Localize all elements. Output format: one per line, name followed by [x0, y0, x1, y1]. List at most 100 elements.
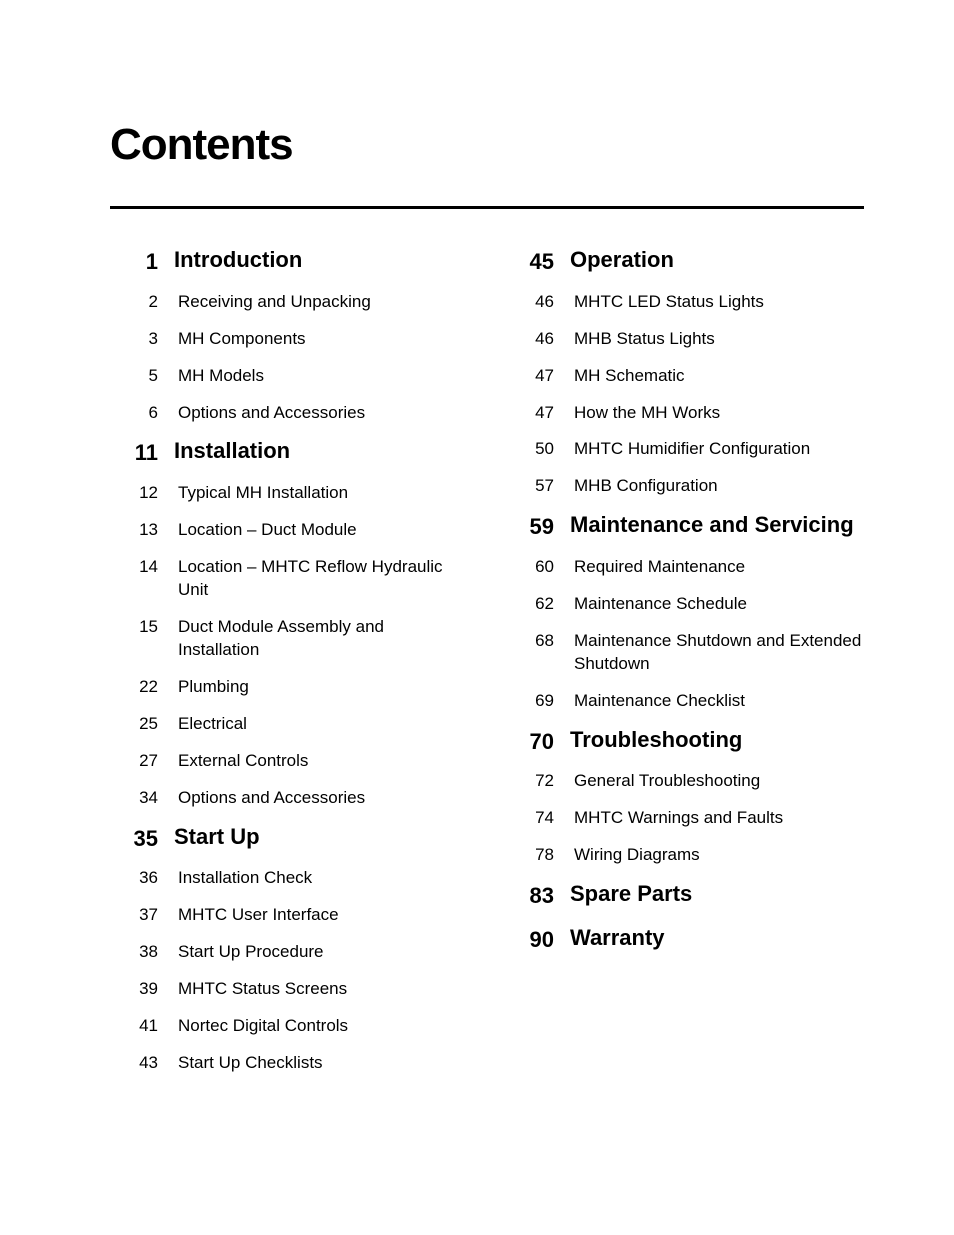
- toc-section[interactable]: 35Start Up: [110, 824, 468, 854]
- toc-subentry[interactable]: 41Nortec Digital Controls: [110, 1015, 468, 1038]
- toc-section[interactable]: 45Operation: [506, 247, 864, 277]
- toc-entry-label: Options and Accessories: [174, 402, 468, 425]
- toc-section[interactable]: 70Troubleshooting: [506, 727, 864, 757]
- toc-subentry[interactable]: 36Installation Check: [110, 867, 468, 890]
- toc-entry-label: Maintenance Schedule: [570, 593, 864, 616]
- toc-subentry[interactable]: 60Required Maintenance: [506, 556, 864, 579]
- toc-entry-label: MHTC Warnings and Faults: [570, 807, 864, 830]
- toc-subentry[interactable]: 50MHTC Humidifier Configuration: [506, 438, 864, 461]
- toc-entry-label: Receiving and Unpacking: [174, 291, 468, 314]
- toc-subentry[interactable]: 39MHTC Status Screens: [110, 978, 468, 1001]
- toc-page-number: 72: [506, 770, 570, 793]
- toc-entry-label: Maintenance Shutdown and Extended Shutdo…: [570, 630, 864, 676]
- toc-subentry[interactable]: 47MH Schematic: [506, 365, 864, 388]
- toc-subentry[interactable]: 78Wiring Diagrams: [506, 844, 864, 867]
- toc-entry-label: Installation Check: [174, 867, 468, 890]
- toc-subentry[interactable]: 12Typical MH Installation: [110, 482, 468, 505]
- toc-entry-label: Location – MHTC Reflow Hydraulic Unit: [174, 556, 468, 602]
- toc-subentry[interactable]: 5MH Models: [110, 365, 468, 388]
- toc-page-number: 39: [110, 978, 174, 1001]
- toc-entry-label: MHTC Humidifier Configuration: [570, 438, 864, 461]
- toc-section[interactable]: 59Maintenance and Servicing: [506, 512, 864, 542]
- page: Contents 1Introduction2Receiving and Unp…: [0, 0, 954, 1235]
- toc-subentry[interactable]: 69Maintenance Checklist: [506, 690, 864, 713]
- toc-page-number: 57: [506, 475, 570, 498]
- toc-entry-label: Duct Module Assembly and Installation: [174, 616, 468, 662]
- toc-subentry[interactable]: 46MHTC LED Status Lights: [506, 291, 864, 314]
- toc-page-number: 46: [506, 328, 570, 351]
- toc-page-number: 68: [506, 630, 570, 653]
- toc-subentry[interactable]: 72General Troubleshooting: [506, 770, 864, 793]
- toc-page-number: 43: [110, 1052, 174, 1075]
- toc-subentry[interactable]: 13Location – Duct Module: [110, 519, 468, 542]
- toc-entry-label: MH Components: [174, 328, 468, 351]
- toc-section[interactable]: 90Warranty: [506, 925, 864, 955]
- toc-entry-label: Typical MH Installation: [174, 482, 468, 505]
- toc-subentry[interactable]: 2Receiving and Unpacking: [110, 291, 468, 314]
- toc-entry-label: External Controls: [174, 750, 468, 773]
- toc-subentry[interactable]: 62Maintenance Schedule: [506, 593, 864, 616]
- toc-page-number: 38: [110, 941, 174, 964]
- toc-subentry[interactable]: 27External Controls: [110, 750, 468, 773]
- toc-entry-label: Maintenance Checklist: [570, 690, 864, 713]
- toc-page-number: 59: [506, 512, 570, 542]
- toc-subentry[interactable]: 3MH Components: [110, 328, 468, 351]
- toc-page-number: 3: [110, 328, 174, 351]
- toc-subentry[interactable]: 14Location – MHTC Reflow Hydraulic Unit: [110, 556, 468, 602]
- toc-entry-label: Wiring Diagrams: [570, 844, 864, 867]
- toc-page-number: 41: [110, 1015, 174, 1038]
- toc-entry-label: Plumbing: [174, 676, 468, 699]
- toc-entry-label: General Troubleshooting: [570, 770, 864, 793]
- toc-page-number: 1: [110, 247, 174, 277]
- toc-entry-label: MHB Configuration: [570, 475, 864, 498]
- toc-page-number: 60: [506, 556, 570, 579]
- toc-subentry[interactable]: 57MHB Configuration: [506, 475, 864, 498]
- toc-subentry[interactable]: 74MHTC Warnings and Faults: [506, 807, 864, 830]
- toc-subentry[interactable]: 25Electrical: [110, 713, 468, 736]
- toc-page-number: 12: [110, 482, 174, 505]
- toc-page-number: 70: [506, 727, 570, 757]
- toc-subentry[interactable]: 47How the MH Works: [506, 402, 864, 425]
- toc-section[interactable]: 1Introduction: [110, 247, 468, 277]
- toc-column-left: 1Introduction 2Receiving and Unpacking 3MH…: [110, 241, 468, 1089]
- toc-entry-label: MHB Status Lights: [570, 328, 864, 351]
- toc-subentry[interactable]: 6Options and Accessories: [110, 402, 468, 425]
- toc-page-number: 27: [110, 750, 174, 773]
- toc-page-number: 47: [506, 402, 570, 425]
- toc-entry-label: Start Up Checklists: [174, 1052, 468, 1075]
- toc-page-number: 90: [506, 925, 570, 955]
- toc-subentry[interactable]: 43Start Up Checklists: [110, 1052, 468, 1075]
- toc-entry-label: Start Up: [174, 824, 468, 850]
- toc-subentry[interactable]: 22Plumbing: [110, 676, 468, 699]
- toc-entry-label: MH Schematic: [570, 365, 864, 388]
- toc-subentry[interactable]: 46MHB Status Lights: [506, 328, 864, 351]
- toc-entry-label: Warranty: [570, 925, 864, 951]
- toc-page-number: 78: [506, 844, 570, 867]
- toc-subentry[interactable]: 38Start Up Procedure: [110, 941, 468, 964]
- toc-page-number: 22: [110, 676, 174, 699]
- toc-page-number: 36: [110, 867, 174, 890]
- toc-entry-label: Maintenance and Servicing: [570, 512, 864, 538]
- toc-subentry[interactable]: 68Maintenance Shutdown and Extended Shut…: [506, 630, 864, 676]
- toc-page-number: 62: [506, 593, 570, 616]
- toc-entry-label: Spare Parts: [570, 881, 864, 907]
- toc-page-number: 25: [110, 713, 174, 736]
- toc-page-number: 37: [110, 904, 174, 927]
- toc-page-number: 15: [110, 616, 174, 639]
- toc-subentry[interactable]: 34Options and Accessories: [110, 787, 468, 810]
- toc-section[interactable]: 11Installation: [110, 438, 468, 468]
- toc-column-right: 45Operation46MHTC LED Status Lights46MHB…: [506, 241, 864, 1089]
- toc-entry-label: Required Maintenance: [570, 556, 864, 579]
- toc-entry-label: Electrical: [174, 713, 468, 736]
- toc-columns: 1Introduction2Receiving and Unpacking3MH…: [110, 241, 864, 1089]
- toc-subentry[interactable]: 37MHTC User Interface: [110, 904, 468, 927]
- toc-page-number: 14: [110, 556, 174, 579]
- toc-page-number: 74: [506, 807, 570, 830]
- toc-entry-label: MHTC LED Status Lights: [570, 291, 864, 314]
- toc-entry-label: Nortec Digital Controls: [174, 1015, 468, 1038]
- toc-section[interactable]: 83Spare Parts: [506, 881, 864, 911]
- toc-entry-label: Start Up Procedure: [174, 941, 468, 964]
- toc-page-number: 5: [110, 365, 174, 388]
- toc-page-number: 13: [110, 519, 174, 542]
- toc-subentry[interactable]: 15Duct Module Assembly and Installation: [110, 616, 468, 662]
